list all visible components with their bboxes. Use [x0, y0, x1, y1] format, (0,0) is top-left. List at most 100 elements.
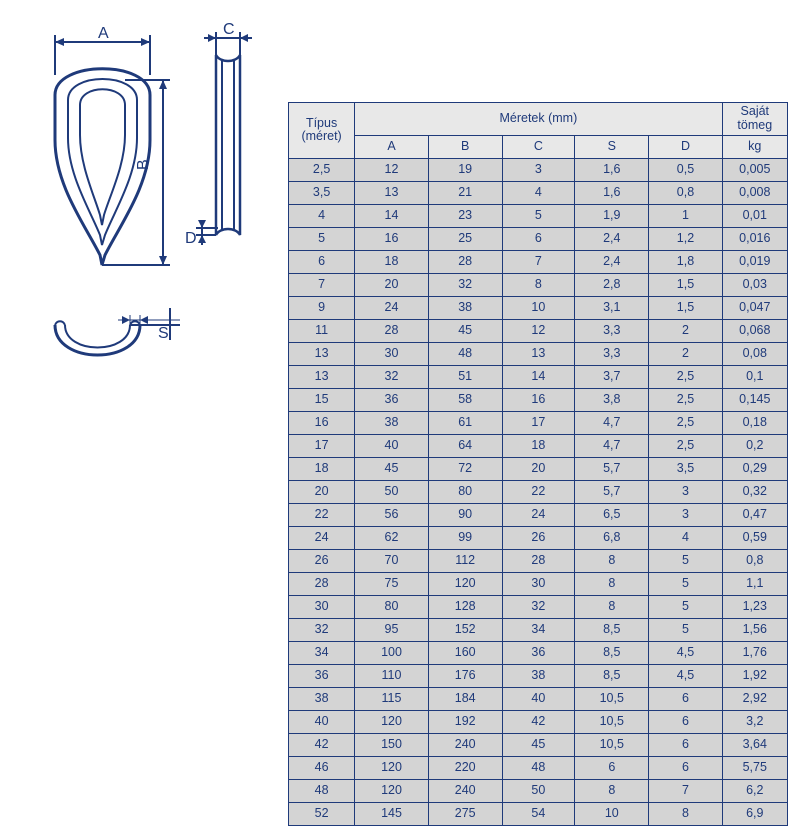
table-cell: 36 — [502, 641, 575, 664]
table-cell: 54 — [502, 802, 575, 825]
table-cell: 4,5 — [649, 664, 722, 687]
table-cell: 6,8 — [575, 526, 649, 549]
table-row: 225690246,530,47 — [289, 503, 788, 526]
table-cell: 32 — [428, 273, 502, 296]
thimble-diagram: A B C D S — [20, 20, 285, 380]
table-cell: 22 — [289, 503, 355, 526]
table-cell: 45 — [355, 457, 429, 480]
table-cell: 10,5 — [575, 710, 649, 733]
table-cell: 52 — [289, 802, 355, 825]
table-cell: 8 — [649, 802, 722, 825]
table-cell: 0,47 — [722, 503, 787, 526]
table-cell: 72 — [428, 457, 502, 480]
table-cell: 120 — [428, 572, 502, 595]
table-cell: 6 — [502, 227, 575, 250]
table-cell: 0,016 — [722, 227, 787, 250]
dim-label-C: C — [223, 21, 235, 38]
table-cell: 6 — [289, 250, 355, 273]
table-cell: 1,23 — [722, 595, 787, 618]
table-cell: 14 — [502, 365, 575, 388]
table-cell: 9 — [289, 296, 355, 319]
th-A: A — [355, 135, 429, 158]
table-cell: 10 — [575, 802, 649, 825]
table-cell: 32 — [289, 618, 355, 641]
table-cell: 6 — [649, 756, 722, 779]
dim-label-S: S — [158, 325, 169, 342]
table-cell: 2,4 — [575, 227, 649, 250]
table-cell: 5 — [649, 549, 722, 572]
table-cell: 240 — [428, 733, 502, 756]
table-cell: 5,7 — [575, 480, 649, 503]
table-cell: 1,2 — [649, 227, 722, 250]
table-cell: 8 — [575, 572, 649, 595]
table-cell: 110 — [355, 664, 429, 687]
table-cell: 145 — [355, 802, 429, 825]
table-cell: 1,5 — [649, 273, 722, 296]
table-cell: 2,8 — [575, 273, 649, 296]
table-cell: 6,9 — [722, 802, 787, 825]
table-cell: 62 — [355, 526, 429, 549]
table-cell: 0,01 — [722, 204, 787, 227]
table-row: 153658163,82,50,145 — [289, 388, 788, 411]
table-row: 246299266,840,59 — [289, 526, 788, 549]
table-cell: 0,32 — [722, 480, 787, 503]
table-cell: 1,1 — [722, 572, 787, 595]
table-cell: 13 — [289, 342, 355, 365]
table-cell: 99 — [428, 526, 502, 549]
table-cell: 152 — [428, 618, 502, 641]
table-cell: 184 — [428, 687, 502, 710]
table-cell: 4 — [289, 204, 355, 227]
table-cell: 34 — [289, 641, 355, 664]
table-cell: 10,5 — [575, 687, 649, 710]
table-cell: 2,5 — [649, 411, 722, 434]
table-cell: 61 — [428, 411, 502, 434]
table-cell: 5 — [502, 204, 575, 227]
table-cell: 40 — [289, 710, 355, 733]
table-cell: 48 — [428, 342, 502, 365]
table-row: 7203282,81,50,03 — [289, 273, 788, 296]
table-cell: 8 — [575, 549, 649, 572]
table-row: 287512030851,1 — [289, 572, 788, 595]
table-cell: 1,56 — [722, 618, 787, 641]
table-cell: 2,5 — [649, 388, 722, 411]
dim-label-A: A — [98, 25, 109, 42]
table-cell: 32 — [502, 595, 575, 618]
table-cell: 46 — [289, 756, 355, 779]
table-cell: 0,29 — [722, 457, 787, 480]
table-cell: 4,7 — [575, 411, 649, 434]
table-cell: 48 — [289, 779, 355, 802]
table-cell: 2 — [649, 342, 722, 365]
table-cell: 3,5 — [289, 181, 355, 204]
table-cell: 0,59 — [722, 526, 787, 549]
table-cell: 50 — [355, 480, 429, 503]
table-cell: 14 — [355, 204, 429, 227]
table-cell: 2,4 — [575, 250, 649, 273]
th-D: D — [649, 135, 722, 158]
table-cell: 1,6 — [575, 158, 649, 181]
table-cell: 3 — [649, 480, 722, 503]
th-dims: Méretek (mm) — [355, 103, 722, 136]
table-cell: 80 — [355, 595, 429, 618]
table-row: 2,5121931,60,50,005 — [289, 158, 788, 181]
table-cell: 3,5 — [649, 457, 722, 480]
table-cell: 56 — [355, 503, 429, 526]
table-cell: 7 — [649, 779, 722, 802]
table-cell: 28 — [289, 572, 355, 595]
table-cell: 2,5 — [649, 365, 722, 388]
table-cell: 0,8 — [649, 181, 722, 204]
table-cell: 2 — [649, 319, 722, 342]
table-cell: 20 — [289, 480, 355, 503]
th-S: S — [575, 135, 649, 158]
table-row: 308012832851,23 — [289, 595, 788, 618]
table-cell: 24 — [502, 503, 575, 526]
table-cell: 38 — [289, 687, 355, 710]
table-cell: 50 — [502, 779, 575, 802]
table-cell: 4 — [649, 526, 722, 549]
table-cell: 38 — [502, 664, 575, 687]
table-cell: 40 — [355, 434, 429, 457]
table-cell: 0,5 — [649, 158, 722, 181]
table-cell: 0,08 — [722, 342, 787, 365]
table-cell: 3,8 — [575, 388, 649, 411]
table-cell: 16 — [289, 411, 355, 434]
table-cell: 80 — [428, 480, 502, 503]
